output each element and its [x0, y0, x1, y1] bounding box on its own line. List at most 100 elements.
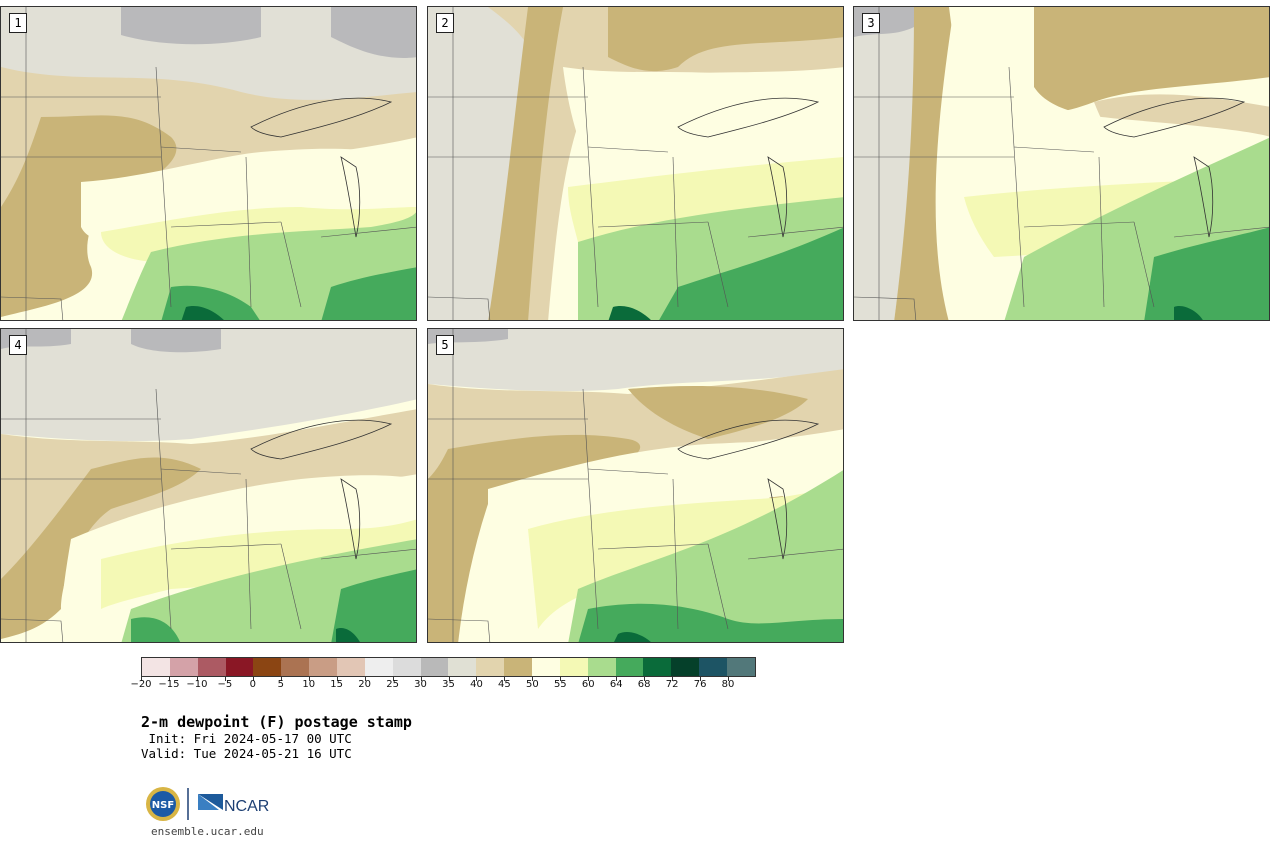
state-boundary [1098, 156, 1105, 308]
colorbar-tick-label: −15 [158, 679, 180, 690]
state-boundary [747, 226, 843, 238]
colorbar-tick-label: 68 [637, 679, 651, 690]
dewpoint-region [181, 306, 224, 320]
state-boundary [428, 296, 491, 320]
colorbar-tick-label: 40 [470, 679, 483, 690]
colorbar-tickmark [280, 677, 282, 681]
colorbar-tick-label: 45 [498, 679, 511, 690]
lake-outline [1193, 156, 1214, 238]
colorbar-tick-label: 76 [693, 679, 707, 690]
colorbar-swatch [559, 658, 588, 676]
colorbar-swatch [615, 658, 644, 676]
panel-number: 2 [436, 13, 454, 33]
colorbar-tickmark [476, 677, 478, 681]
lake-outline [677, 419, 820, 460]
svg-text:NCAR: NCAR [224, 798, 269, 815]
colorbar-tickmark [168, 677, 170, 681]
state-boundary [672, 478, 679, 630]
dewpoint-region [1, 329, 416, 442]
nsf-logo: NSF [146, 787, 180, 821]
dewpoint-region [336, 628, 360, 642]
state-boundary [854, 296, 917, 320]
colorbar-tickmark [252, 677, 254, 681]
colorbar-tickmark [141, 677, 142, 681]
dewpoint-field [428, 7, 843, 320]
colorbar-tickmark [448, 677, 450, 681]
colorbar: −20 −15 −10 −5 0 5 10 15 20 25 30 35 40 45 50 55 60 64 68 7… [130, 657, 756, 690]
colorbar-swatch [337, 658, 365, 676]
dewpoint-region [578, 603, 843, 642]
colorbar-tick-label: 64 [609, 679, 623, 690]
colorbar-swatch [420, 658, 449, 676]
colorbar-swatch [169, 658, 198, 676]
dewpoint-region [101, 519, 416, 609]
colorbar-swatch [225, 658, 254, 676]
dewpoint-region [1029, 7, 1269, 112]
dewpoint-region [1, 457, 201, 639]
panel-number: 5 [436, 335, 454, 355]
colorbar-tick-label: 30 [414, 679, 427, 690]
colorbar-tickmark [728, 677, 730, 681]
colorbar-tickmark [672, 677, 674, 681]
dewpoint-region [428, 434, 641, 642]
panel-5-map: 5 [427, 328, 844, 643]
figure-title: 2-m dewpoint (F) postage stamp [141, 713, 412, 731]
lake-outline [677, 97, 820, 138]
dewpoint-region [488, 7, 563, 320]
state-boundary [280, 221, 302, 308]
state-boundary [597, 543, 709, 550]
dewpoint-region [608, 7, 843, 72]
dewpoint-field [428, 329, 843, 642]
state-boundary [160, 468, 242, 475]
colorbar-tickmark [196, 677, 198, 681]
dewpoint-region [659, 227, 843, 320]
colorbar-tick-label: 10 [302, 679, 316, 690]
colorbar-swatch [253, 658, 282, 676]
colorbar-swatch [504, 658, 533, 676]
state-boundary [597, 221, 709, 228]
colorbar-tickmark [224, 677, 226, 681]
colorbar-swatch [727, 658, 755, 676]
panel-4-map: 4 [0, 328, 417, 643]
panel-1-map: 1 [0, 6, 417, 321]
colorbar-tickmark [308, 677, 310, 681]
colorbar-tickmark [700, 677, 702, 681]
colorbar-tick-label: 20 [358, 679, 371, 690]
colorbar-tickmark [588, 677, 590, 681]
state-boundary [747, 548, 843, 560]
state-boundary [280, 543, 302, 630]
state-boundary [1013, 146, 1095, 153]
website-url: ensemble.ucar.edu [151, 825, 264, 838]
colorbar-tick-label: 25 [386, 679, 399, 690]
dewpoint-region [1, 409, 416, 599]
dewpoint-region [563, 67, 843, 187]
colorbar-tickmark [644, 677, 646, 681]
svg-text:NSF: NSF [152, 800, 174, 811]
colorbar-swatches [141, 657, 756, 677]
state-boundary [1023, 221, 1135, 228]
colorbar-swatch [392, 658, 421, 676]
state-boundary [707, 543, 729, 630]
colorbar-swatch [142, 658, 170, 676]
dewpoint-region [568, 470, 843, 642]
colorbar-tick-label: 0 [249, 679, 256, 690]
state-boundary [320, 548, 416, 560]
lake-outline [1103, 97, 1246, 138]
lake-outline [250, 419, 393, 460]
colorbar-swatch [671, 658, 700, 676]
colorbar-tickmark [392, 677, 394, 681]
colorbar-tickmark [616, 677, 618, 681]
dewpoint-field [1, 329, 416, 642]
colorbar-swatch [643, 658, 672, 676]
panel-3-map: 3 [853, 6, 1270, 321]
dewpoint-region [1174, 306, 1203, 320]
dewpoint-region [428, 329, 843, 392]
dewpoint-region [614, 632, 651, 642]
colorbar-tickmark [560, 677, 562, 681]
colorbar-tick-label: 5 [277, 679, 284, 690]
state-boundary [1133, 221, 1155, 308]
dewpoint-region [628, 386, 808, 439]
state-boundary [1, 296, 64, 320]
state-boundary [170, 221, 282, 228]
colorbar-tickmark [420, 677, 422, 681]
